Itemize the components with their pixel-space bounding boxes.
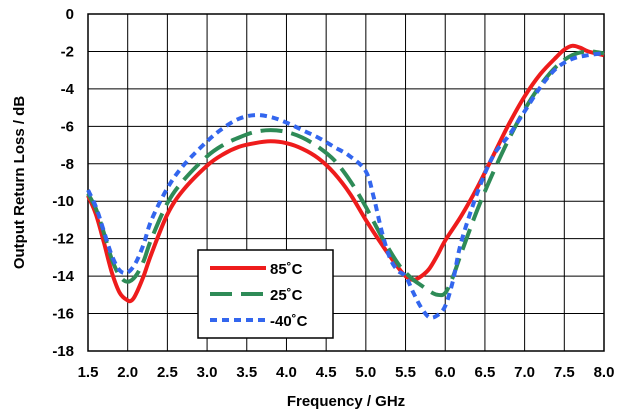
y-tick-label: -8 <box>61 156 74 173</box>
legend-label-0: 85˚C <box>270 261 303 278</box>
x-tick-label: 7.0 <box>514 364 535 381</box>
x-tick-label: 7.5 <box>554 364 575 381</box>
series-line-2 <box>86 51 605 320</box>
x-tick-label: 8.0 <box>594 364 615 381</box>
x-tick-label: 4.0 <box>276 364 297 381</box>
y-tick-label: -12 <box>52 231 74 248</box>
x-tick-label: 4.5 <box>316 364 337 381</box>
tick-labels: 1.5 2.0 2.5 3.0 3.5 4.0 4.5 5.0 5.5 6.0 6.5 7.0 7.5 8… <box>52 6 614 381</box>
y-tick-label: -10 <box>52 193 74 210</box>
x-tick-label: 5.5 <box>395 364 416 381</box>
legend: 85˚C 25˚C -40˚C <box>197 249 334 339</box>
x-tick-label: 6.5 <box>474 364 495 381</box>
x-tick-label: 2.5 <box>157 364 178 381</box>
x-tick-label: 5.0 <box>355 364 376 381</box>
y-tick-label: -6 <box>61 118 74 135</box>
x-tick-label: 6.0 <box>435 364 456 381</box>
y-tick-label: -18 <box>52 343 74 360</box>
y-axis-title: Output Return Loss / dB <box>11 96 28 269</box>
y-tick-label: -2 <box>61 43 74 60</box>
y-tick-label: 0 <box>66 6 74 23</box>
legend-label-1: 25˚C <box>270 287 303 304</box>
y-tick-label: -4 <box>61 81 75 98</box>
series-line-1 <box>86 49 605 298</box>
y-tick-label: -14 <box>52 268 74 285</box>
grid <box>87 13 605 352</box>
x-tick-label: 3.0 <box>197 364 218 381</box>
series-layer <box>86 43 605 320</box>
x-tick-label: 1.5 <box>78 364 99 381</box>
y-tick-label: -16 <box>52 306 74 323</box>
x-axis-title: Frequency / GHz <box>287 393 405 410</box>
legend-label-2: -40˚C <box>270 313 308 330</box>
series-line-0 <box>86 43 605 304</box>
x-tick-label: 3.5 <box>236 364 257 381</box>
plot-border <box>87 13 605 352</box>
x-tick-label: 2.0 <box>117 364 138 381</box>
